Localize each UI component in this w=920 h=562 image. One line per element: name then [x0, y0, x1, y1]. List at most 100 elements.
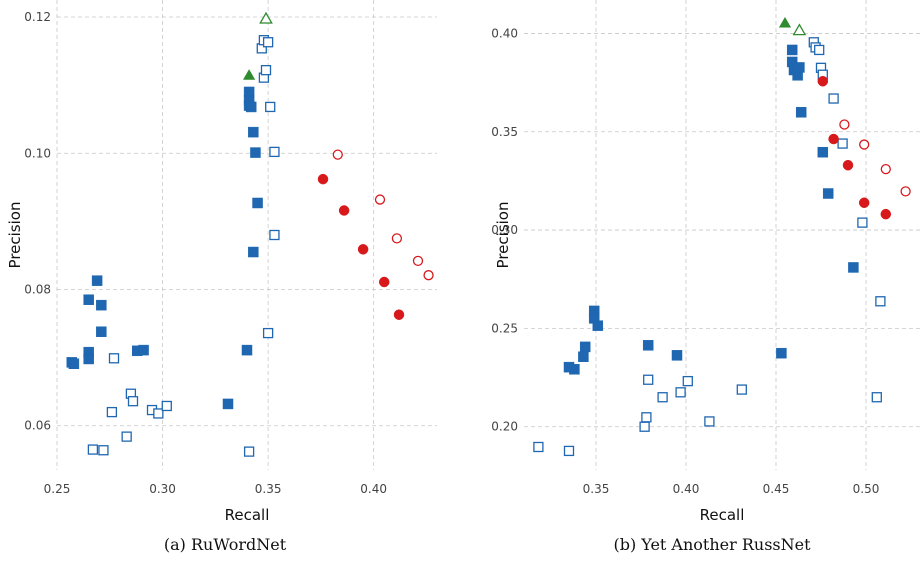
chart1-x-tick-label: 0.25	[44, 482, 71, 496]
chart2-y-tick-label: 0.35	[491, 125, 518, 139]
chart1-open-square-point	[127, 396, 139, 407]
chart1-filled-square-point	[241, 344, 253, 356]
chart1-open-circle-point	[332, 149, 343, 160]
chart1-x-tick-label: 0.40	[360, 482, 387, 496]
chart1-filled-square-point	[83, 294, 94, 305]
chart1-filled-triangle-point	[242, 69, 256, 80]
chart1-open-circle-point	[423, 270, 434, 281]
chart2-filled-square-point	[822, 188, 834, 199]
chart1-open-square-point	[262, 327, 274, 339]
chart2-y-tick-label: 0.25	[491, 321, 518, 335]
chart2-filled-square-point	[848, 262, 859, 273]
chart2-filled-square-point	[794, 62, 805, 73]
chart1-filled-square-point	[83, 353, 94, 365]
chart2-open-square-point	[857, 217, 868, 228]
chart2-filled-square-point	[795, 107, 807, 118]
chart1-open-square-point	[98, 445, 109, 456]
chart1-filled-circle-point	[338, 205, 350, 216]
chart1-open-square-point	[269, 146, 280, 158]
chart1-open-square-point	[262, 37, 274, 48]
chart2-open-square-point	[828, 93, 839, 104]
chart2-open-square-point	[639, 421, 650, 432]
chart2-filled-circle-point	[817, 75, 829, 87]
chart1-open-square-point	[260, 65, 272, 76]
chart2-open-circle-point	[900, 186, 911, 197]
chart2-caption: (b) Yet Another RussNet	[613, 535, 811, 554]
chart2-filled-square-point	[592, 320, 604, 331]
chart-panel-ruwordnet: 0.25 0.30 0.35 0.40 0.06 0.08 0.10 0.12 Recall Pr…	[6, 0, 437, 554]
chart2-open-square-point	[563, 445, 575, 457]
chart1-filled-square-point	[252, 197, 263, 209]
chart1-filled-circle-point	[393, 309, 405, 320]
chart2-filled-square-point	[642, 340, 654, 351]
chart1-filled-square-point	[68, 358, 80, 369]
chart2-open-square-point	[837, 138, 848, 149]
chart2-x-tick-label: 0.40	[673, 482, 700, 496]
chart1-open-square-point	[106, 406, 118, 418]
chart1-x-axis-title: Recall	[225, 506, 270, 524]
chart1-open-square-point	[121, 431, 132, 442]
chart1-filled-square-point	[96, 299, 107, 311]
chart1-open-square-point	[243, 446, 255, 457]
chart1-filled-square-point	[138, 344, 149, 356]
chart1-filled-square-point	[91, 275, 103, 286]
chart2-open-circle-point	[839, 119, 850, 130]
chart2-filled-square-point	[776, 347, 787, 359]
chart2-open-circle-point	[880, 163, 891, 175]
chart2-y-tick-label: 0.40	[491, 26, 518, 40]
chart1-caption: (a) RuWordNet	[164, 535, 287, 554]
chart2-open-square-point	[657, 392, 668, 403]
chart-panel-yet-another-russnet: 0.35 0.40 0.45 0.500.200.250.300.350.40Reca…	[491, 0, 920, 554]
chart2-x-tick-label: 0.45	[763, 482, 790, 496]
chart2-open-square-point	[682, 375, 693, 387]
chart1-x-tick-label: 0.35	[255, 482, 282, 496]
chart1-open-square-point	[269, 229, 280, 241]
chart2-open-square-point	[871, 392, 882, 403]
chart1-filled-circle-point	[317, 173, 329, 185]
chart1-y-axis-title: Precision	[6, 202, 24, 269]
chart1-open-circle-point	[374, 194, 386, 205]
chart1-open-circle-point	[412, 255, 424, 267]
chart2-y-tick-label: 0.20	[491, 420, 518, 434]
chart1-open-circle-point	[391, 233, 403, 244]
chart2-y-axis-title: Precision	[494, 202, 512, 269]
chart2-filled-circle-point	[880, 208, 892, 220]
chart2-filled-square-point	[817, 146, 829, 158]
chart1-open-square-point	[265, 101, 276, 113]
chart1-filled-square-point	[248, 246, 259, 258]
chart1-x-tick-label: 0.30	[149, 482, 176, 496]
chart1-filled-square-point	[250, 147, 261, 158]
chart1-y-tick-label: 0.10	[24, 146, 51, 160]
chart2-x-axis-title: Recall	[700, 506, 745, 524]
chart2-filled-square-point	[671, 350, 683, 361]
chart2-open-square-point	[641, 412, 652, 423]
chart2-filled-triangle-point	[778, 16, 792, 28]
chart2-open-circle-point	[859, 139, 870, 150]
chart2-open-square-point	[533, 441, 544, 453]
chart2-x-tick-label: 0.50	[853, 482, 880, 496]
chart2-y-tick-label: 0.30	[491, 223, 518, 237]
chart2-filled-circle-point	[858, 197, 870, 208]
chart2-open-square-point	[736, 384, 747, 395]
chart2-filled-square-point	[786, 44, 798, 56]
chart1-open-square-point	[153, 408, 164, 419]
chart2-open-square-point	[675, 387, 686, 398]
chart2-open-square-point	[643, 374, 654, 385]
chart1-open-triangle-point	[259, 11, 273, 24]
chart2-open-square-point	[704, 416, 715, 427]
chart2-open-square-point	[814, 44, 825, 56]
chart1-open-square-point	[161, 400, 172, 412]
chart1-y-tick-label: 0.08	[24, 282, 51, 296]
chart2-filled-square-point	[579, 341, 591, 353]
chart1-filled-circle-point	[378, 276, 390, 288]
chart2-open-square-point	[875, 296, 886, 307]
chart2-filled-square-point	[569, 364, 580, 375]
chart1-open-square-point	[108, 353, 120, 364]
chart1-filled-square-point	[222, 398, 234, 410]
chart1-filled-square-point	[245, 101, 257, 113]
chart2-filled-circle-point	[842, 159, 854, 171]
chart2-open-triangle-point	[792, 23, 807, 36]
chart1-y-tick-label: 0.06	[24, 419, 51, 433]
chart2-filled-circle-point	[828, 133, 839, 145]
